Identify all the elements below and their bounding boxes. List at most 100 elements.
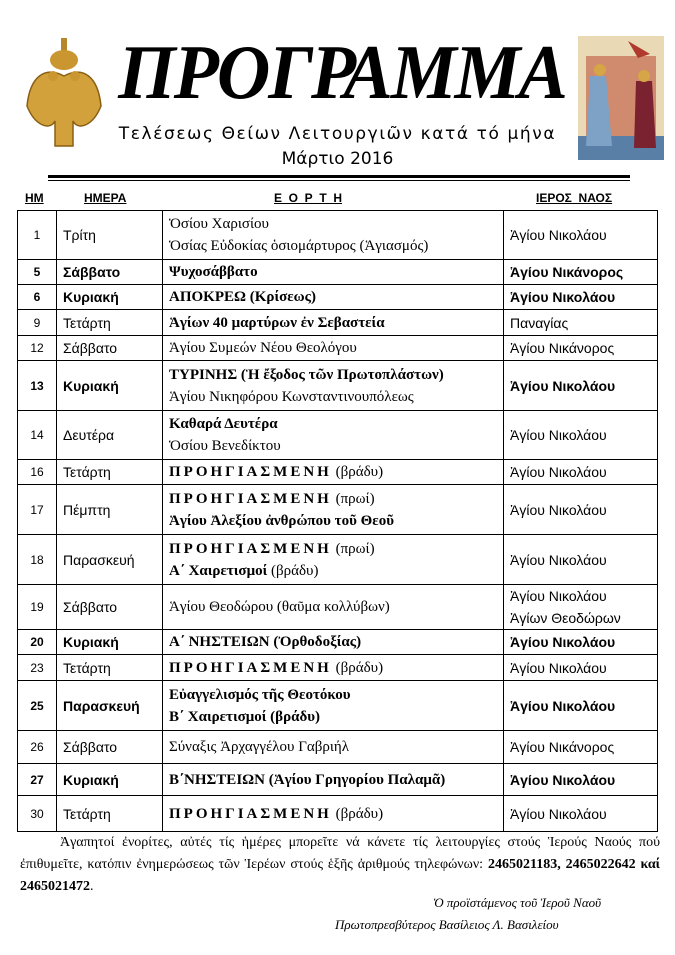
feast-text: ΠΡΟΗΓΙΑΣΜΕΝΗ [169, 540, 332, 557]
feast-text: Εὐαγγελισμός τῆς Θεοτόκου [169, 686, 351, 703]
feast-note: (βράδυ) [267, 562, 319, 579]
feast-text: Ἁγίου Συμεών Νέου Θεολόγου [169, 340, 357, 356]
feast-note: (πρωί) [331, 490, 375, 507]
church-name: Ἁγίου Νικολάου [510, 697, 616, 714]
feast-text: ΠΡΟΗΓΙΑΣΜΕΝΗ [169, 659, 332, 676]
day-number: 13 [30, 378, 44, 393]
church-cell: Ἁγίου Νικολάου [503, 459, 658, 485]
feast-cell: Ἁγίου Θεοδώρου (θαῦμα κολλύβων) [162, 584, 504, 630]
annunciation-icon-image [578, 36, 664, 160]
feast-cell: Α΄ ΝΗΣΤΕΙΩΝ (Ὀρθοδοξίας) [162, 629, 504, 655]
feast-line: ΠΡΟΗΓΙΑΣΜΕΝΗ (βράδυ) [169, 461, 497, 483]
weekday: Πέμπτη [63, 501, 111, 518]
column-header-naos: ΙΕΡΟΣ ΝΑΟΣ [536, 191, 613, 205]
church-name: Ἁγίων Θεοδώρων [510, 610, 621, 626]
feast-line: Ὁσίου Βενεδίκτου [169, 435, 497, 457]
day-number-cell: 9 [17, 309, 57, 336]
phone-2-3: 2465022642 καί 2465021472 [20, 857, 661, 894]
feast-line: Καθαρά Δευτέρα [169, 413, 497, 435]
table-row: 25 Παρασκευή Εὐαγγελισμός τῆς Θεοτόκου Β΄ Χ… [17, 680, 658, 731]
feast-text: Ἁγίων 40 μαρτύρων ἐν Σεβαστεία [169, 314, 385, 331]
day-number: 26 [30, 740, 44, 754]
weekday: Παρασκευή [63, 697, 140, 714]
feast-line: ΠΡΟΗΓΙΑΣΜΕΝΗ (πρωί) [169, 538, 497, 560]
church-cell: Ἁγίου Νικολάου Ἁγίων Θεοδώρων [503, 584, 658, 630]
feast-cell: ΠΡΟΗΓΙΑΣΜΕΝΗ (πρωί) Ἁγίου Ἀλεξίου ἀνθρώπο… [162, 484, 504, 535]
table-row: 13 Κυριακή ΤΥΡΙΝΗΣ (Ἡ ἔξοδος τῶν Πρωτοπλάσ… [17, 360, 658, 411]
feast-text: Καθαρά Δευτέρα [169, 416, 278, 432]
weekday-cell: Σάββατο [56, 335, 163, 361]
feast-text: Σύναξις Ἀρχαγγέλου Γαβριήλ [169, 739, 350, 755]
weekday-cell: Κυριακή [56, 763, 163, 796]
day-number: 18 [30, 552, 44, 567]
day-number-cell: 12 [17, 335, 57, 361]
church-cell: Ἁγίου Νικολάου [503, 680, 658, 731]
weekday: Κυριακή [63, 289, 119, 305]
feast-line: Ψυχοσάββατο [169, 261, 497, 283]
weekday-cell: Σάββατο [56, 584, 163, 630]
weekday: Δευτέρα [63, 427, 115, 443]
church-cell: Ἁγίου Νικολάου [503, 210, 658, 260]
weekday: Κυριακή [63, 634, 119, 650]
church-name: Ἁγίου Νικολάου [510, 659, 607, 676]
weekday: Κυριακή [63, 771, 119, 788]
church-cell: Ἁγίου Νικολάου [503, 534, 658, 585]
day-number-cell: 18 [17, 534, 57, 585]
feast-text: ΠΡΟΗΓΙΑΣΜΕΝΗ [169, 464, 332, 480]
feast-text: Ὁσίας Εὐδοκίας ὁσιομάρτυρος (Ἁγιασμός) [169, 238, 429, 254]
table-row: 20 Κυριακή Α΄ ΝΗΣΤΕΙΩΝ (Ὀρθοδοξίας) Ἁγίου Ν… [17, 629, 658, 655]
feast-line: Ὁσίου Χαρισίου [169, 213, 497, 235]
feast-text: Ὁσίου Βενεδίκτου [169, 438, 281, 454]
feast-note: (βράδυ) [331, 805, 384, 822]
month-label: Μάρτιο 2016 [281, 149, 394, 169]
church-name: Ἁγίου Νικολάου [510, 634, 616, 650]
feast-text: Ἁγίου Ἀλεξίου ἀνθρώπου τοῦ Θεοῦ [169, 512, 394, 529]
table-row: 6 Κυριακή ΑΠΟΚΡΕΩ (Κρίσεως) Ἁγίου Νικολάου [17, 284, 658, 310]
feast-line: Α΄ Χαιρετισμοί (βράδυ) [169, 560, 497, 582]
church-cell: Ἁγίου Νικολάου [503, 360, 658, 411]
church-cell: Ἁγίου Νικάνορος [503, 335, 658, 361]
church-name: Ἁγίου Νικολάου [510, 227, 607, 243]
day-number-cell: 1 [17, 210, 57, 260]
signature-title: Ὁ προϊστάμενος τοῦ Ἱεροῦ Ναοῦ [433, 895, 602, 910]
weekday-cell: Τρίτη [56, 210, 163, 260]
day-number-cell: 26 [17, 730, 57, 764]
feast-line: ΤΥΡΙΝΗΣ (Ἡ ἔξοδος τῶν Πρωτοπλάστων) [169, 364, 497, 386]
page-title: ΠΡΟΓΡΑΜΜΑ [118, 29, 568, 117]
church-name: Ἁγίου Νικολάου [510, 427, 607, 443]
weekday: Τετάρτη [63, 659, 111, 676]
column-header-day: ΗΜΕΡΑ [84, 191, 127, 205]
table-row: 12 Σάββατο Ἁγίου Συμεών Νέου Θεολόγου Ἁγίου… [17, 335, 658, 361]
day-number-cell: 17 [17, 484, 57, 535]
feast-cell: ΠΡΟΗΓΙΑΣΜΕΝΗ (βράδυ) [162, 654, 504, 681]
weekday-cell: Δευτέρα [56, 410, 163, 460]
day-number-cell: 23 [17, 654, 57, 681]
church-cell: Ἁγίου Νικάνορος [503, 259, 658, 285]
weekday: Σάββατο [63, 264, 121, 280]
weekday-cell: Σάββατο [56, 730, 163, 764]
notice-end: . [90, 879, 94, 894]
feast-note: (βράδυ) [331, 464, 384, 480]
church-name: Ἁγίου Νικολάου [510, 464, 607, 480]
day-number-cell: 20 [17, 629, 57, 655]
feast-text: ΠΡΟΗΓΙΑΣΜΕΝΗ [169, 805, 332, 822]
church-cell: Ἁγίου Νικολάου [503, 410, 658, 460]
feast-line: ΠΡΟΗΓΙΑΣΜΕΝΗ (πρωί) [169, 488, 497, 510]
table-row: 26 Σάββατο Σύναξις Ἀρχαγγέλου Γαβριήλ Ἁγίου… [17, 730, 658, 764]
weekday-cell: Σάββατο [56, 259, 163, 285]
divider [48, 175, 630, 178]
feast-cell: Ἁγίων 40 μαρτύρων ἐν Σεβαστεία [162, 309, 504, 336]
church-cell: Ἁγίου Νικολάου [503, 654, 658, 681]
church-cell: Ἁγίου Νικολάου [503, 284, 658, 310]
weekday-cell: Κυριακή [56, 629, 163, 655]
phone-1: 2465021183, [487, 857, 561, 872]
church-name: Ἁγίου Νικολάου [510, 551, 607, 568]
table-row: 14 Δευτέρα Καθαρά Δευτέρα Ὁσίου Βενεδίκτου Ἁ… [17, 410, 658, 460]
weekday-cell: Κυριακή [56, 360, 163, 411]
day-number: 20 [30, 635, 44, 649]
feast-text: ΤΥΡΙΝΗΣ (Ἡ ἔξοδος τῶν Πρωτοπλάστων) [169, 366, 444, 383]
day-number-cell: 27 [17, 763, 57, 796]
weekday: Σάββατο [63, 340, 118, 356]
weekday: Τετάρτη [63, 314, 111, 331]
table-row: 30 Τετάρτη ΠΡΟΗΓΙΑΣΜΕΝΗ (βράδυ) Ἁγίου Νικολ… [17, 795, 658, 832]
